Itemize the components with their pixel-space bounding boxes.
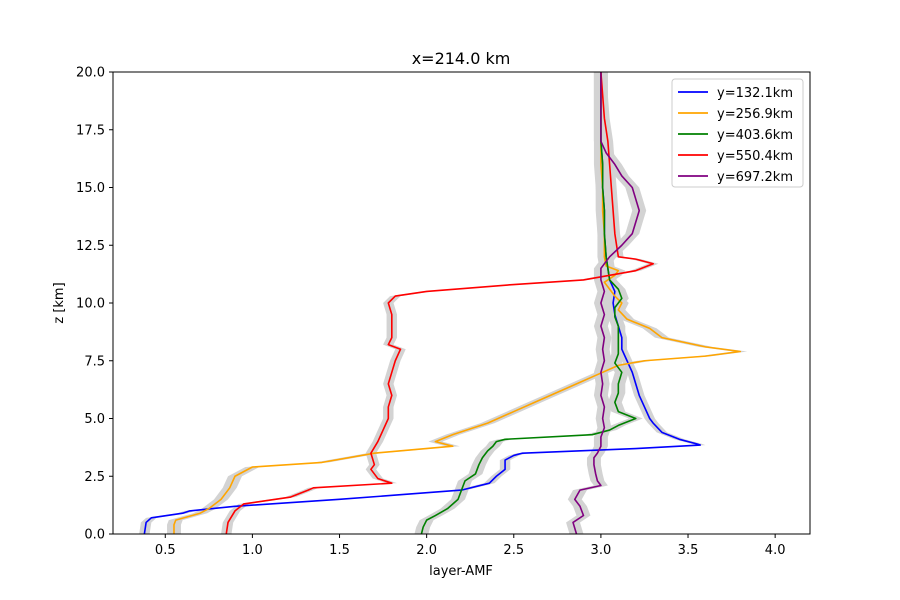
y-tick-label: 2.5 (84, 470, 105, 485)
line-series-3 (420, 72, 637, 535)
y-tick-label: 15.0 (76, 181, 105, 196)
y-axis-label: z [km] (52, 282, 67, 323)
y-tick-label: 10.0 (76, 297, 105, 312)
series-lines (143, 71, 742, 535)
x-tick-label: 4.0 (765, 543, 786, 558)
x-tick-label: 1.5 (329, 543, 350, 558)
legend-label: y=697.2km (717, 170, 793, 185)
x-tick-label: 2.0 (416, 543, 437, 558)
x-tick-label: 3.5 (678, 543, 699, 558)
legend-label: y=550.4km (717, 149, 793, 164)
x-tick-label: 1.0 (242, 543, 263, 558)
line-series-5 (572, 72, 641, 535)
y-tick-label: 17.5 (76, 123, 105, 138)
legend-label: y=256.9km (717, 107, 793, 122)
y-tick-label: 12.5 (76, 239, 105, 254)
y-tick-label: 20.0 (76, 66, 105, 81)
legend-box (671, 78, 804, 188)
y-tick-label: 7.5 (84, 354, 105, 369)
line-series-4 (225, 71, 654, 535)
band-series-5 (566, 72, 647, 534)
y-tick-label: 0.0 (84, 528, 105, 543)
y-tick-label: 5.0 (84, 412, 105, 427)
x-axis-ticks: 0.5 1.0 1.5 2.0 2.5 3.0 3.5 4.0 (155, 534, 786, 558)
x-tick-label: 2.5 (503, 543, 524, 558)
legend-label: y=132.1km (717, 86, 793, 101)
legend: y=132.1km y=256.9km y=403.6km y=550.4km y=69… (671, 78, 804, 188)
x-tick-label: 3.0 (591, 543, 612, 558)
legend-label: y=403.6km (717, 128, 793, 143)
y-axis-ticks: 0.0 2.5 5.0 7.5 10.0 12.5 15.0 17.5 20.0 (76, 66, 113, 543)
x-axis-label: layer-AMF (429, 564, 493, 579)
chart-title: x=214.0 km (412, 49, 511, 68)
x-tick-label: 0.5 (155, 543, 176, 558)
